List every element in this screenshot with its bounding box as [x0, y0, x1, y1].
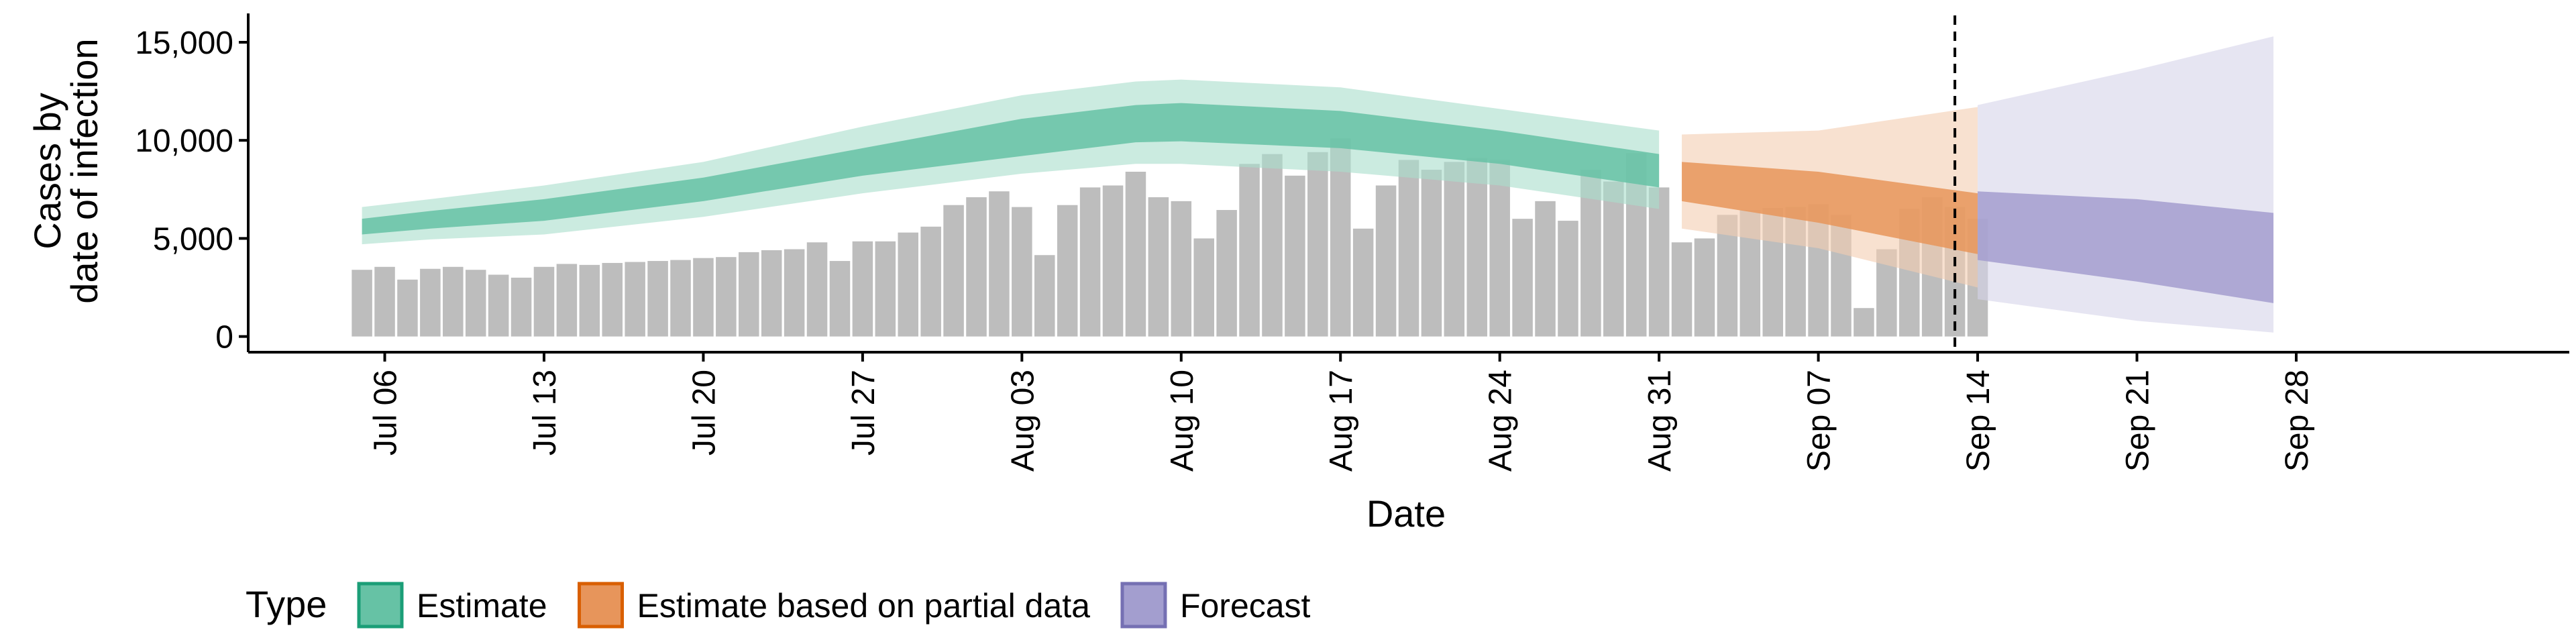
bar-50 [1489, 160, 1510, 337]
bands-layer [362, 36, 2274, 333]
y-axis-title-line-2: date of infection [63, 38, 105, 303]
y-axis-title: Cases by date of infection [26, 38, 105, 303]
legend-items: Estimate Estimate based on partial data Fo… [357, 582, 1311, 629]
y-axis-title-line-1: Cases by [26, 93, 68, 249]
bar-17 [739, 252, 759, 337]
bar-21 [829, 261, 851, 337]
x-axis-title: Date [1366, 492, 1446, 535]
y-tick-label-0: 0 [215, 320, 233, 356]
bar-40 [1262, 154, 1283, 337]
bar-32 [1079, 187, 1101, 337]
y-tick-label-2: 10,000 [135, 123, 233, 159]
bar-5 [465, 270, 486, 337]
x-tick-label-12: Sep 28 [2279, 370, 2315, 472]
bar-38 [1216, 210, 1237, 337]
legend-key-1 [578, 582, 625, 629]
legend-label-2: Forecast [1180, 587, 1311, 625]
bar-29 [1012, 207, 1032, 337]
x-tick-label-5: Aug 10 [1165, 370, 1200, 472]
bar-2 [397, 279, 418, 337]
bars-layer [352, 138, 1988, 337]
bar-22 [852, 241, 873, 337]
bar-14 [670, 260, 691, 337]
legend-key-0 [357, 582, 404, 629]
bar-53 [1558, 221, 1578, 337]
bar-31 [1057, 205, 1078, 337]
bar-6 [488, 274, 509, 337]
x-tick-label-7: Aug 24 [1483, 370, 1519, 472]
band-inner-forecast [1978, 191, 2274, 303]
bar-47 [1421, 170, 1442, 337]
bar-41 [1285, 175, 1305, 337]
x-tick-label-3: Jul 27 [846, 370, 881, 455]
bar-52 [1535, 201, 1556, 337]
axes-layer: 0 5,000 10,000 15,000 Jul 06 Jul 13 Jul 20 Jul … [135, 13, 2569, 472]
bar-51 [1512, 219, 1533, 337]
x-tick-label-6: Aug 17 [1324, 370, 1359, 472]
bar-66 [1854, 308, 1874, 337]
bar-16 [716, 257, 737, 337]
x-tick-label-10: Sep 14 [1961, 370, 1996, 472]
bar-27 [966, 197, 987, 337]
x-tick-label-0: Jul 06 [368, 370, 404, 455]
bar-1 [374, 266, 395, 337]
bar-28 [989, 191, 1010, 337]
bar-36 [1171, 201, 1192, 337]
legend-label-0: Estimate [417, 587, 547, 625]
bar-39 [1239, 164, 1260, 337]
bar-58 [1671, 242, 1693, 337]
bar-49 [1466, 158, 1488, 337]
bar-11 [602, 262, 623, 337]
bar-7 [511, 277, 532, 337]
bar-12 [625, 262, 645, 337]
bar-19 [784, 249, 805, 337]
bar-15 [693, 258, 714, 337]
bar-0 [352, 270, 372, 337]
bar-44 [1352, 228, 1374, 337]
bar-18 [761, 250, 782, 337]
bar-4 [443, 266, 464, 337]
x-tick-label-9: Sep 07 [1802, 370, 1837, 472]
x-tick-label-8: Aug 31 [1642, 370, 1678, 472]
bar-35 [1148, 197, 1169, 337]
legend: Type Estimate Estimate based on partial d… [246, 582, 1311, 629]
y-tick-label-1: 5,000 [153, 221, 233, 257]
x-tick-label-4: Aug 03 [1005, 370, 1040, 472]
bar-30 [1034, 255, 1055, 337]
bar-55 [1603, 181, 1624, 337]
bar-10 [579, 264, 600, 337]
band-outer-estimate [362, 79, 1660, 245]
bar-24 [898, 232, 918, 337]
x-tick-label-2: Jul 20 [686, 370, 722, 455]
bar-46 [1398, 160, 1419, 337]
bar-45 [1375, 185, 1397, 337]
bar-3 [420, 268, 441, 337]
legend-title: Type [246, 583, 327, 625]
bar-23 [875, 241, 896, 337]
bar-13 [647, 261, 668, 337]
bar-34 [1125, 171, 1146, 337]
bar-33 [1102, 185, 1124, 337]
legend-label-1: Estimate based on partial data [637, 587, 1091, 625]
bar-37 [1193, 238, 1214, 337]
bar-9 [556, 264, 578, 337]
band-inner-estimate [362, 103, 1660, 235]
bar-57 [1648, 187, 1670, 337]
y-tick-label-3: 15,000 [135, 25, 233, 61]
bar-26 [943, 205, 964, 337]
bar-42 [1307, 152, 1328, 337]
bar-8 [533, 266, 555, 337]
x-tick-label-11: Sep 21 [2120, 370, 2155, 472]
band-inner-partial [1682, 162, 1978, 254]
bar-20 [806, 242, 828, 337]
legend-key-2 [1120, 582, 1167, 629]
x-tick-label-1: Jul 13 [527, 370, 563, 455]
bar-25 [920, 226, 941, 337]
bar-59 [1694, 238, 1715, 337]
bar-48 [1444, 162, 1465, 337]
